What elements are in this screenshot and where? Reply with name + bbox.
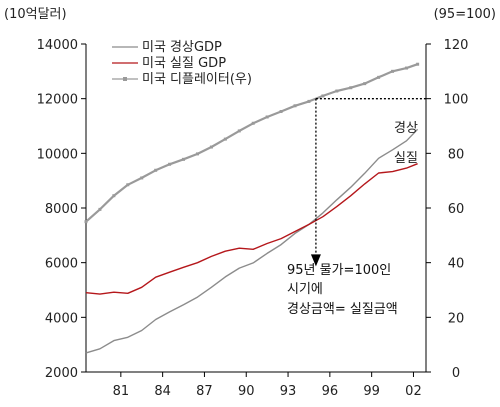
deflator-point — [182, 157, 186, 161]
x-tick-label: 84 — [154, 384, 171, 399]
deflator-point — [416, 62, 420, 66]
deflator-point — [154, 168, 158, 172]
right-tick-label: 60 — [448, 202, 465, 217]
deflator-point — [223, 137, 227, 141]
right-tick-label: 100 — [444, 93, 469, 108]
deflator-point — [140, 176, 144, 180]
right-tick-label: 120 — [444, 38, 469, 53]
legend-item-deflator: 미국 디플레이터(우) — [112, 72, 252, 87]
deflator-point — [335, 89, 339, 93]
left-tick-label: 2000 — [45, 366, 78, 381]
deflator-point — [195, 152, 199, 156]
annotation-line-1: 95년 물가=100인 — [287, 263, 391, 278]
legend-label-real: 미국 실질 GDP — [142, 56, 226, 71]
right-tick-label: 20 — [448, 311, 465, 326]
left-tick-label: 4000 — [45, 311, 78, 326]
right-tick-label: 40 — [448, 257, 465, 272]
series-group — [84, 62, 420, 354]
deflator-point — [237, 129, 241, 133]
deflator-point — [265, 115, 269, 119]
x-tick-label: 81 — [113, 384, 130, 399]
legend: 미국 경상GDP 미국 실질 GDP 미국 디플레이터(우) — [112, 40, 252, 87]
left-tick-label: 8000 — [45, 202, 78, 217]
annotation: 95년 물가=100인 시기에 경상금액= 실질금액 — [287, 263, 398, 317]
right-tick-label: 80 — [448, 147, 465, 162]
deflator-point — [404, 66, 408, 70]
left-axis-ticks: 2000 4000 6000 8000 10000 12000 14000 — [37, 38, 86, 381]
left-tick-label: 12000 — [37, 93, 78, 108]
left-tick-label: 14000 — [37, 38, 78, 53]
arrow-down-icon — [310, 254, 321, 267]
deflator-point — [126, 183, 130, 187]
end-label-nominal: 경상 — [394, 121, 418, 136]
x-tick-label: 87 — [196, 384, 213, 399]
end-label-real: 실질 — [394, 151, 418, 166]
deflator-point — [251, 121, 255, 125]
x-tick-label: 96 — [322, 384, 339, 399]
deflator-point — [377, 75, 381, 79]
deflator-point — [84, 220, 88, 224]
legend-label-deflator: 미국 디플레이터(우) — [142, 72, 252, 87]
deflator-point — [391, 69, 395, 73]
deflator-point — [321, 94, 325, 98]
x-tick-label: 99 — [363, 384, 380, 399]
deflator-point — [209, 145, 213, 149]
legend-item-nominal: 미국 경상GDP — [112, 40, 222, 55]
x-axis-ticks: 81 84 87 90 93 96 99 02 — [113, 372, 422, 399]
series-line-deflator — [85, 63, 418, 223]
legend-label-nominal: 미국 경상GDP — [142, 40, 222, 55]
annotation-line-3: 경상금액= 실질금액 — [287, 302, 398, 317]
deflator-point — [363, 82, 367, 86]
left-tick-label: 10000 — [37, 147, 78, 162]
right-axis-unit: (95=100) — [434, 7, 496, 22]
series-line-nominal-gdp — [85, 128, 419, 354]
right-axis-ticks: 0 20 40 60 80 100 120 — [426, 38, 468, 381]
deflator-point — [98, 207, 102, 211]
annotation-line-2: 시기에 — [287, 282, 323, 297]
x-tick-label: 02 — [405, 384, 422, 399]
deflator-point — [307, 99, 311, 103]
deflator-point — [349, 86, 353, 90]
x-tick-label: 90 — [238, 384, 255, 399]
x-tick-label: 93 — [280, 384, 297, 399]
legend-item-real: 미국 실질 GDP — [112, 56, 226, 71]
left-axis-unit: (10억달러) — [4, 7, 67, 22]
deflator-point — [168, 162, 172, 166]
left-tick-label: 6000 — [45, 257, 78, 272]
legend-marker-deflator — [123, 77, 127, 81]
series-line-real-gdp — [85, 163, 418, 295]
deflator-point — [279, 110, 283, 114]
deflator-point — [112, 194, 116, 198]
deflator-point — [293, 104, 297, 108]
right-tick-label: 0 — [452, 366, 460, 381]
